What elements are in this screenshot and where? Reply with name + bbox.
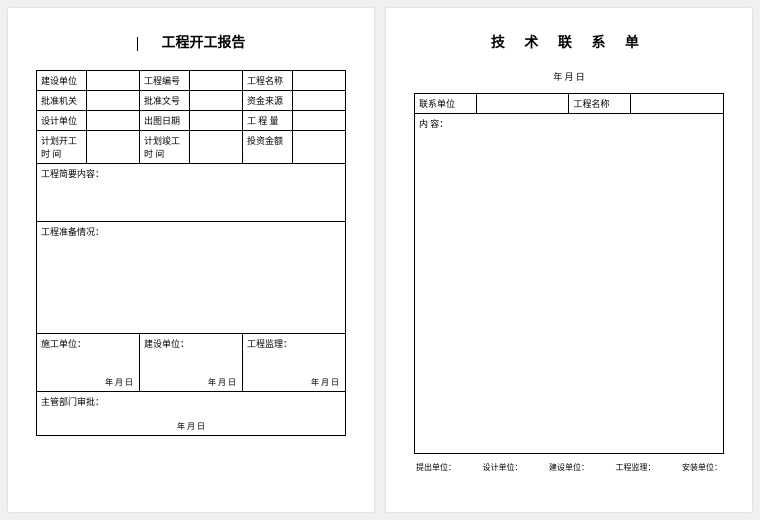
table-row: 计划开工 时 间 计划竣工 时 间 投资金额 <box>37 131 346 164</box>
cell-label: 计划开工 时 间 <box>37 131 87 164</box>
page-marker-icon: ◧ <box>0 36 2 46</box>
cell-value <box>189 71 242 91</box>
footer-label: 安装单位： <box>682 462 722 473</box>
cell-value <box>292 91 345 111</box>
sig-cell: 建设单位： 年 月 日 <box>139 334 242 392</box>
cell-value <box>86 111 139 131</box>
sig-cell: 工程监理： 年 月 日 <box>242 334 345 392</box>
cell-value <box>292 131 345 164</box>
signature-row: 施工单位： 年 月 日 建设单位： 年 月 日 工程监理： 年 月 日 <box>37 334 346 392</box>
approval-cell: 主管部门审批： 年 月 日 <box>37 392 346 436</box>
cell-value <box>189 131 242 164</box>
footer-label: 设计单位： <box>483 462 523 473</box>
sig-label: 建设单位： <box>144 339 189 349</box>
page2-subdate: 年 月 日 <box>414 70 724 83</box>
cell-label: 计划竣工 时 间 <box>139 131 189 164</box>
cell-label: 工程名称 <box>569 94 631 114</box>
cell-value <box>86 131 139 164</box>
cell-label: 设计单位 <box>37 111 87 131</box>
cell-label: 工程编号 <box>139 71 189 91</box>
form-table-1: 建设单位 工程编号 工程名称 批准机关 批准文号 资金来源 设计单位 出图日期 … <box>36 70 346 436</box>
cell-value <box>86 91 139 111</box>
table-row: 联系单位 工程名称 <box>415 94 724 114</box>
content-row: 内 容： <box>415 114 724 454</box>
cell-label: 工程名称 <box>242 71 292 91</box>
cell-label: 工 程 量 <box>242 111 292 131</box>
sig-date: 年 月 日 <box>208 377 236 388</box>
cell-value <box>292 71 345 91</box>
cell-label: 投资金额 <box>242 131 292 164</box>
table-row: 建设单位 工程编号 工程名称 <box>37 71 346 91</box>
cell-label: 建设单位 <box>37 71 87 91</box>
cell-value <box>631 94 724 114</box>
page1-title: 工程开工报告 <box>36 32 346 52</box>
footer-label: 工程监理： <box>616 462 656 473</box>
approval-row: 主管部门审批： 年 月 日 <box>37 392 346 436</box>
form-table-2: 联系单位 工程名称 内 容： <box>414 93 724 454</box>
section-brief: 工程简要内容： <box>37 164 346 222</box>
page2-title: 技 术 联 系 单 <box>414 32 724 52</box>
sig-label: 施工单位： <box>41 339 86 349</box>
approval-date: 年 月 日 <box>37 421 345 432</box>
text-cursor <box>137 37 138 51</box>
cell-label: 批准机关 <box>37 91 87 111</box>
cell-value <box>86 71 139 91</box>
cell-value <box>189 111 242 131</box>
cell-value <box>292 111 345 131</box>
title-text: 工程开工报告 <box>162 36 246 51</box>
page-1: ◧ 工程开工报告 建设单位 工程编号 工程名称 批准机关 批准文号 资金来源 设… <box>8 8 374 512</box>
section-row: 工程简要内容： <box>37 164 346 222</box>
cell-label: 批准文号 <box>139 91 189 111</box>
cell-label: 资金来源 <box>242 91 292 111</box>
table-row: 设计单位 出图日期 工 程 量 <box>37 111 346 131</box>
sig-label: 工程监理： <box>247 339 292 349</box>
cell-value <box>189 91 242 111</box>
approval-label: 主管部门审批： <box>41 397 104 407</box>
section-row: 工程准备情况： <box>37 222 346 334</box>
sig-date: 年 月 日 <box>311 377 339 388</box>
cell-label: 出图日期 <box>139 111 189 131</box>
cell-label: 联系单位 <box>415 94 477 114</box>
section-prep: 工程准备情况： <box>37 222 346 334</box>
footer-label: 建设单位： <box>549 462 589 473</box>
cell-value <box>476 94 569 114</box>
content-cell: 内 容： <box>415 114 724 454</box>
footer-row: 提出单位： 设计单位： 建设单位： 工程监理： 安装单位： <box>414 462 724 473</box>
sig-cell: 施工单位： 年 月 日 <box>37 334 140 392</box>
sig-date: 年 月 日 <box>105 377 133 388</box>
page-2: 技 术 联 系 单 年 月 日 联系单位 工程名称 内 容： 提出单位： 设计单… <box>386 8 752 512</box>
table-row: 批准机关 批准文号 资金来源 <box>37 91 346 111</box>
footer-label: 提出单位： <box>416 462 456 473</box>
